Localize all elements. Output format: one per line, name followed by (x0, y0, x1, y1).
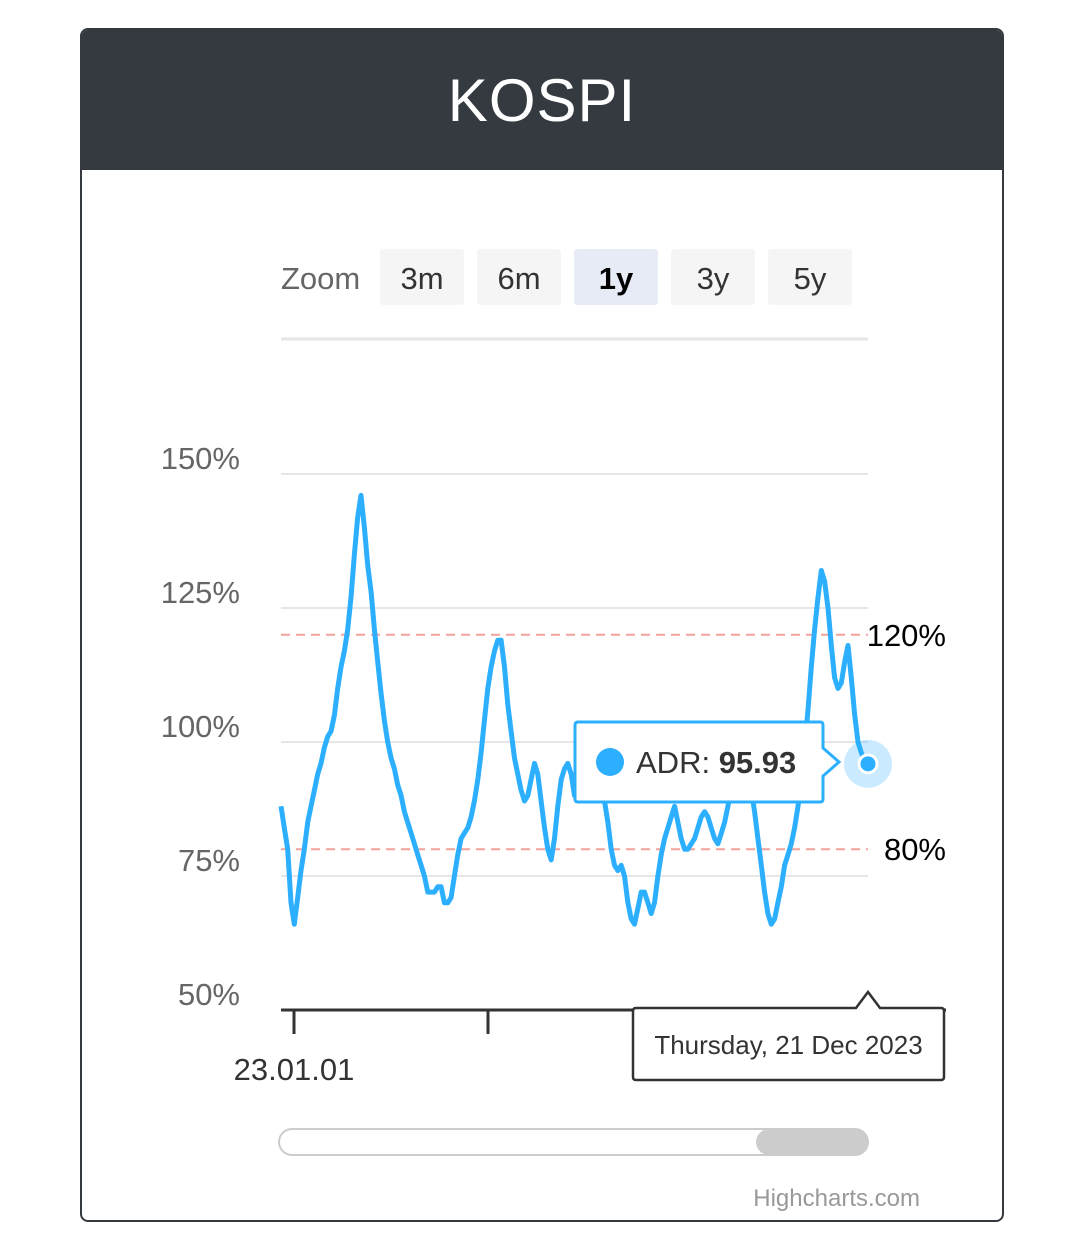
plot-line-label: 80% (884, 832, 946, 867)
y-axis-labels: 150% 125% 100% 75% 50% (161, 441, 240, 1012)
zoom-button-bg (380, 249, 464, 305)
tooltip-text: ADR: 95.93 (636, 745, 796, 780)
zoom-button-label: 1y (599, 261, 634, 296)
tooltip-value: 95.93 (719, 745, 797, 780)
zoom-button-label: 3y (697, 261, 730, 296)
zoom-label: Zoom (281, 261, 360, 296)
hover-point[interactable] (857, 753, 879, 775)
tooltip: ADR: 95.93 (573, 720, 842, 804)
scrollbar-thumb[interactable] (756, 1129, 868, 1155)
chart-title: KOSPI (82, 30, 1002, 170)
y-tick-label: 125% (161, 575, 240, 610)
zoom-button-label: 3m (400, 261, 443, 296)
y-tick-label: 100% (161, 709, 240, 744)
credits-link[interactable]: Highcharts.com (753, 1185, 920, 1212)
hover-marker[interactable] (844, 739, 892, 788)
date-tooltip-box (631, 989, 946, 1082)
zoom-button-label: 6m (497, 261, 540, 296)
tooltip-box (573, 720, 842, 804)
y-tick-label: 150% (161, 441, 240, 476)
grid-lines (281, 473, 868, 877)
zoom-button-bg (574, 249, 658, 305)
date-tooltip-text: Thursday, 21 Dec 2023 (654, 1030, 922, 1060)
chart-card: KOSPI (80, 28, 1004, 1222)
zoom-button-3y[interactable]: 3y (671, 249, 755, 305)
date-tooltip: Thursday, 21 Dec 2023 (631, 989, 946, 1082)
zoom-button-5y[interactable]: 5y (768, 249, 852, 305)
tooltip-series-name: ADR: (636, 745, 719, 780)
y-tick-label: 50% (178, 977, 240, 1012)
navigator-scrollbar[interactable] (278, 1128, 869, 1156)
zoom-button-bg (477, 249, 561, 305)
zoom-button-bg (768, 249, 852, 305)
series-line-adr (278, 492, 870, 927)
x-tick-label: 23.01.01 (234, 1052, 355, 1087)
zoom-button-1y[interactable]: 1y (574, 249, 658, 305)
zoom-button-label: 5y (794, 261, 827, 296)
plot-lines: 120% 80% (281, 618, 946, 867)
zoom-buttons: 3m 6m 1y 3y 5y (380, 249, 852, 305)
zoom-button-3m[interactable]: 3m (380, 249, 464, 305)
tooltip-series-dot (596, 748, 624, 776)
x-axis: 23.01.01 (234, 1008, 946, 1087)
zoom-button-bg (671, 249, 755, 305)
plot-line-label: 120% (867, 618, 946, 653)
zoom-button-6m[interactable]: 6m (477, 249, 561, 305)
y-tick-label: 75% (178, 843, 240, 878)
